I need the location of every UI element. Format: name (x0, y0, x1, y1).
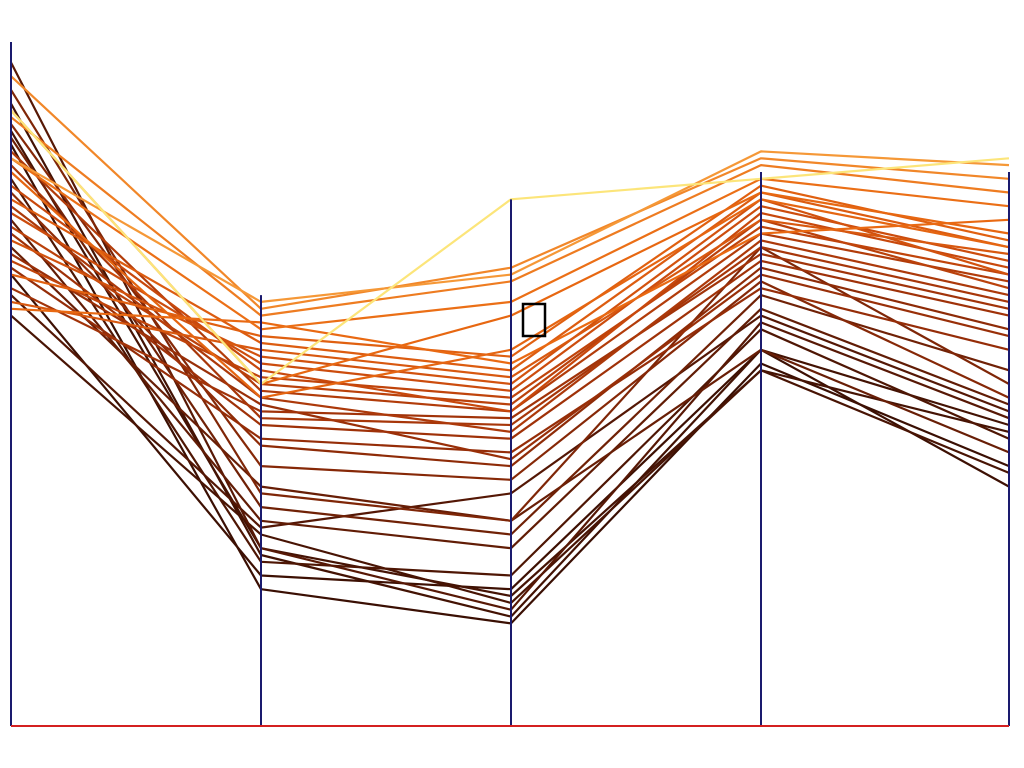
series-line-36 (10, 109, 1010, 386)
brush-selection-box[interactable] (521, 302, 547, 338)
axes (10, 42, 1010, 726)
